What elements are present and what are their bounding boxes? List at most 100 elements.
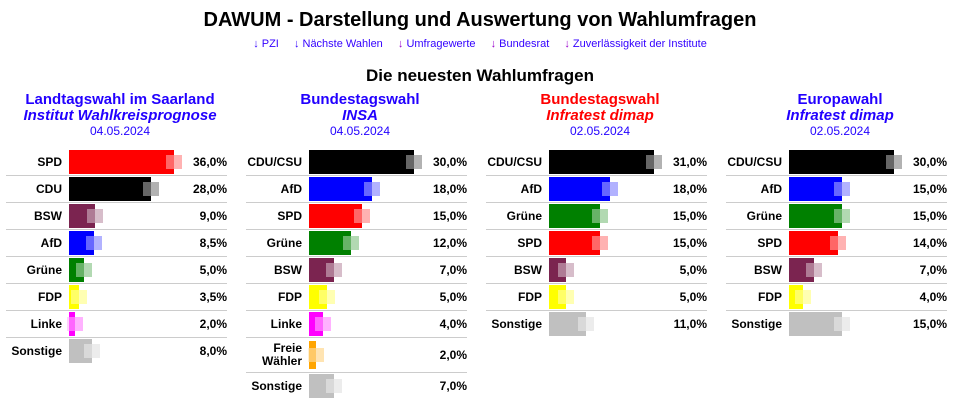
result-row: Sonstige 15,0% xyxy=(726,311,947,337)
previous-value-marker xyxy=(325,263,342,277)
result-row: CDU 28,0% xyxy=(6,176,227,203)
election-title[interactable]: Bundestagswahl xyxy=(300,91,420,108)
poll-date: 04.05.2024 xyxy=(89,124,151,138)
result-value: 5,0% xyxy=(439,290,467,304)
bar-area xyxy=(309,312,419,336)
election-title[interactable]: Bundestagswahl xyxy=(540,91,660,108)
previous-value-marker xyxy=(557,263,574,277)
bar-area xyxy=(549,312,659,336)
result-value: 15,0% xyxy=(912,317,947,331)
party-label: SPD xyxy=(517,235,542,250)
previous-value-overlay xyxy=(591,209,600,223)
result-row: Sonstige 8,0% xyxy=(6,338,227,364)
result-value: 2,0% xyxy=(199,317,227,331)
party-label: FDP xyxy=(278,289,302,304)
previous-value-marker xyxy=(87,209,104,223)
bar-area xyxy=(309,231,419,255)
previous-value-marker xyxy=(166,155,182,169)
previous-value-overlay xyxy=(795,290,803,304)
result-bar xyxy=(69,231,94,255)
previous-value-marker xyxy=(315,317,331,331)
nav-link-zuverlaessigkeit[interactable]: ↓ Zuverlässigkeit der Institute xyxy=(564,38,706,50)
result-bar xyxy=(789,150,894,174)
previous-value-marker xyxy=(557,290,574,304)
result-row: FDP 5,0% xyxy=(486,284,707,311)
poll-header: Bundestagswahl Infratest dimap 02.05.2024 xyxy=(480,91,720,149)
bar-area xyxy=(789,285,899,309)
previous-value-marker xyxy=(84,344,101,358)
party-label: SPD xyxy=(277,208,302,223)
institute-name[interactable]: Infratest dimap xyxy=(546,107,654,124)
result-row: BSW 7,0% xyxy=(726,257,947,284)
party-label: Sonstige xyxy=(11,343,62,358)
previous-value-overlay xyxy=(830,236,838,250)
poll-date: 02.05.2024 xyxy=(809,124,871,138)
previous-value-marker xyxy=(833,209,850,223)
result-row: CDU/CSU 30,0% xyxy=(246,149,467,176)
previous-value-overlay xyxy=(833,209,842,223)
nav-link-bundesrat[interactable]: ↓ Bundesrat xyxy=(491,38,550,50)
bar-area xyxy=(309,258,419,282)
result-bar xyxy=(549,177,610,201)
results-table: SPD 36,0% CDU 28,0% BSW 9,0% AfD 8,5% Grüne 5,0% F… xyxy=(0,149,240,364)
previous-value-marker xyxy=(601,182,618,196)
poll-date: 02.05.2024 xyxy=(569,124,631,138)
election-title[interactable]: Europawahl xyxy=(797,91,883,108)
result-row: Grüne 5,0% xyxy=(6,257,227,284)
nav-label: Zuverlässigkeit der Institute xyxy=(572,38,707,50)
institute-name[interactable]: Institut Wahlkreisprognose xyxy=(23,107,217,124)
result-row: Grüne 15,0% xyxy=(726,203,947,230)
previous-value-marker xyxy=(578,317,595,331)
result-row: Freie Wähler 2,0% xyxy=(246,338,467,373)
previous-value-marker xyxy=(833,182,850,196)
bar-area xyxy=(69,204,179,228)
institute-name[interactable]: INSA xyxy=(342,107,378,124)
previous-value-overlay xyxy=(591,236,600,250)
result-row: SPD 14,0% xyxy=(726,230,947,257)
nav-link-naechste-wahlen[interactable]: ↓ Nächste Wahlen xyxy=(294,38,383,50)
result-value: 3,5% xyxy=(199,290,227,304)
result-row: FDP 5,0% xyxy=(246,284,467,311)
nav-link-umfragewerte[interactable]: ↓ Umfragewerte xyxy=(398,38,476,50)
result-value: 30,0% xyxy=(912,155,947,169)
result-row: Grüne 15,0% xyxy=(486,203,707,230)
party-label: AfD xyxy=(520,181,542,196)
result-bar xyxy=(69,312,75,336)
result-bar xyxy=(69,285,80,309)
result-row: SPD 15,0% xyxy=(246,203,467,230)
election-title[interactable]: Landtagswahl im Saarland xyxy=(25,91,215,108)
result-value: 18,0% xyxy=(672,182,707,196)
poll-header: Bundestagswahl INSA 04.05.2024 xyxy=(240,91,480,149)
poll-card: Europawahl Infratest dimap 02.05.2024 CDU/C… xyxy=(720,91,960,399)
previous-value-marker xyxy=(308,348,324,362)
previous-value-overlay xyxy=(325,263,334,277)
previous-value-overlay xyxy=(406,155,414,169)
party-label: Linke xyxy=(30,316,62,331)
result-row: FDP 4,0% xyxy=(726,284,947,311)
previous-value-marker xyxy=(591,209,608,223)
result-value: 4,0% xyxy=(919,290,947,304)
party-label: Sonstige xyxy=(731,316,782,331)
result-bar xyxy=(309,204,362,228)
nav-label: Umfragewerte xyxy=(406,38,476,50)
previous-value-marker xyxy=(66,317,83,331)
result-value: 5,0% xyxy=(199,263,227,277)
nav-label: Nächste Wahlen xyxy=(302,38,383,50)
previous-value-overlay xyxy=(601,182,610,196)
bar-area xyxy=(69,258,179,282)
nav-link-pzi[interactable]: ↓ PZI xyxy=(253,38,279,50)
bar-area xyxy=(789,177,899,201)
result-value: 36,0% xyxy=(192,155,227,169)
result-value: 7,0% xyxy=(439,379,467,393)
result-value: 15,0% xyxy=(432,209,467,223)
result-value: 5,0% xyxy=(679,290,707,304)
previous-value-marker xyxy=(795,290,811,304)
previous-value-marker xyxy=(591,236,608,250)
party-label: Sonstige xyxy=(491,316,542,331)
party-label: BSW xyxy=(274,262,302,277)
result-value: 9,0% xyxy=(199,209,227,223)
institute-name[interactable]: Infratest dimap xyxy=(786,107,894,124)
party-label: SPD xyxy=(37,154,62,169)
previous-value-overlay xyxy=(85,236,94,250)
arrow-down-icon: ↓ xyxy=(293,38,300,50)
